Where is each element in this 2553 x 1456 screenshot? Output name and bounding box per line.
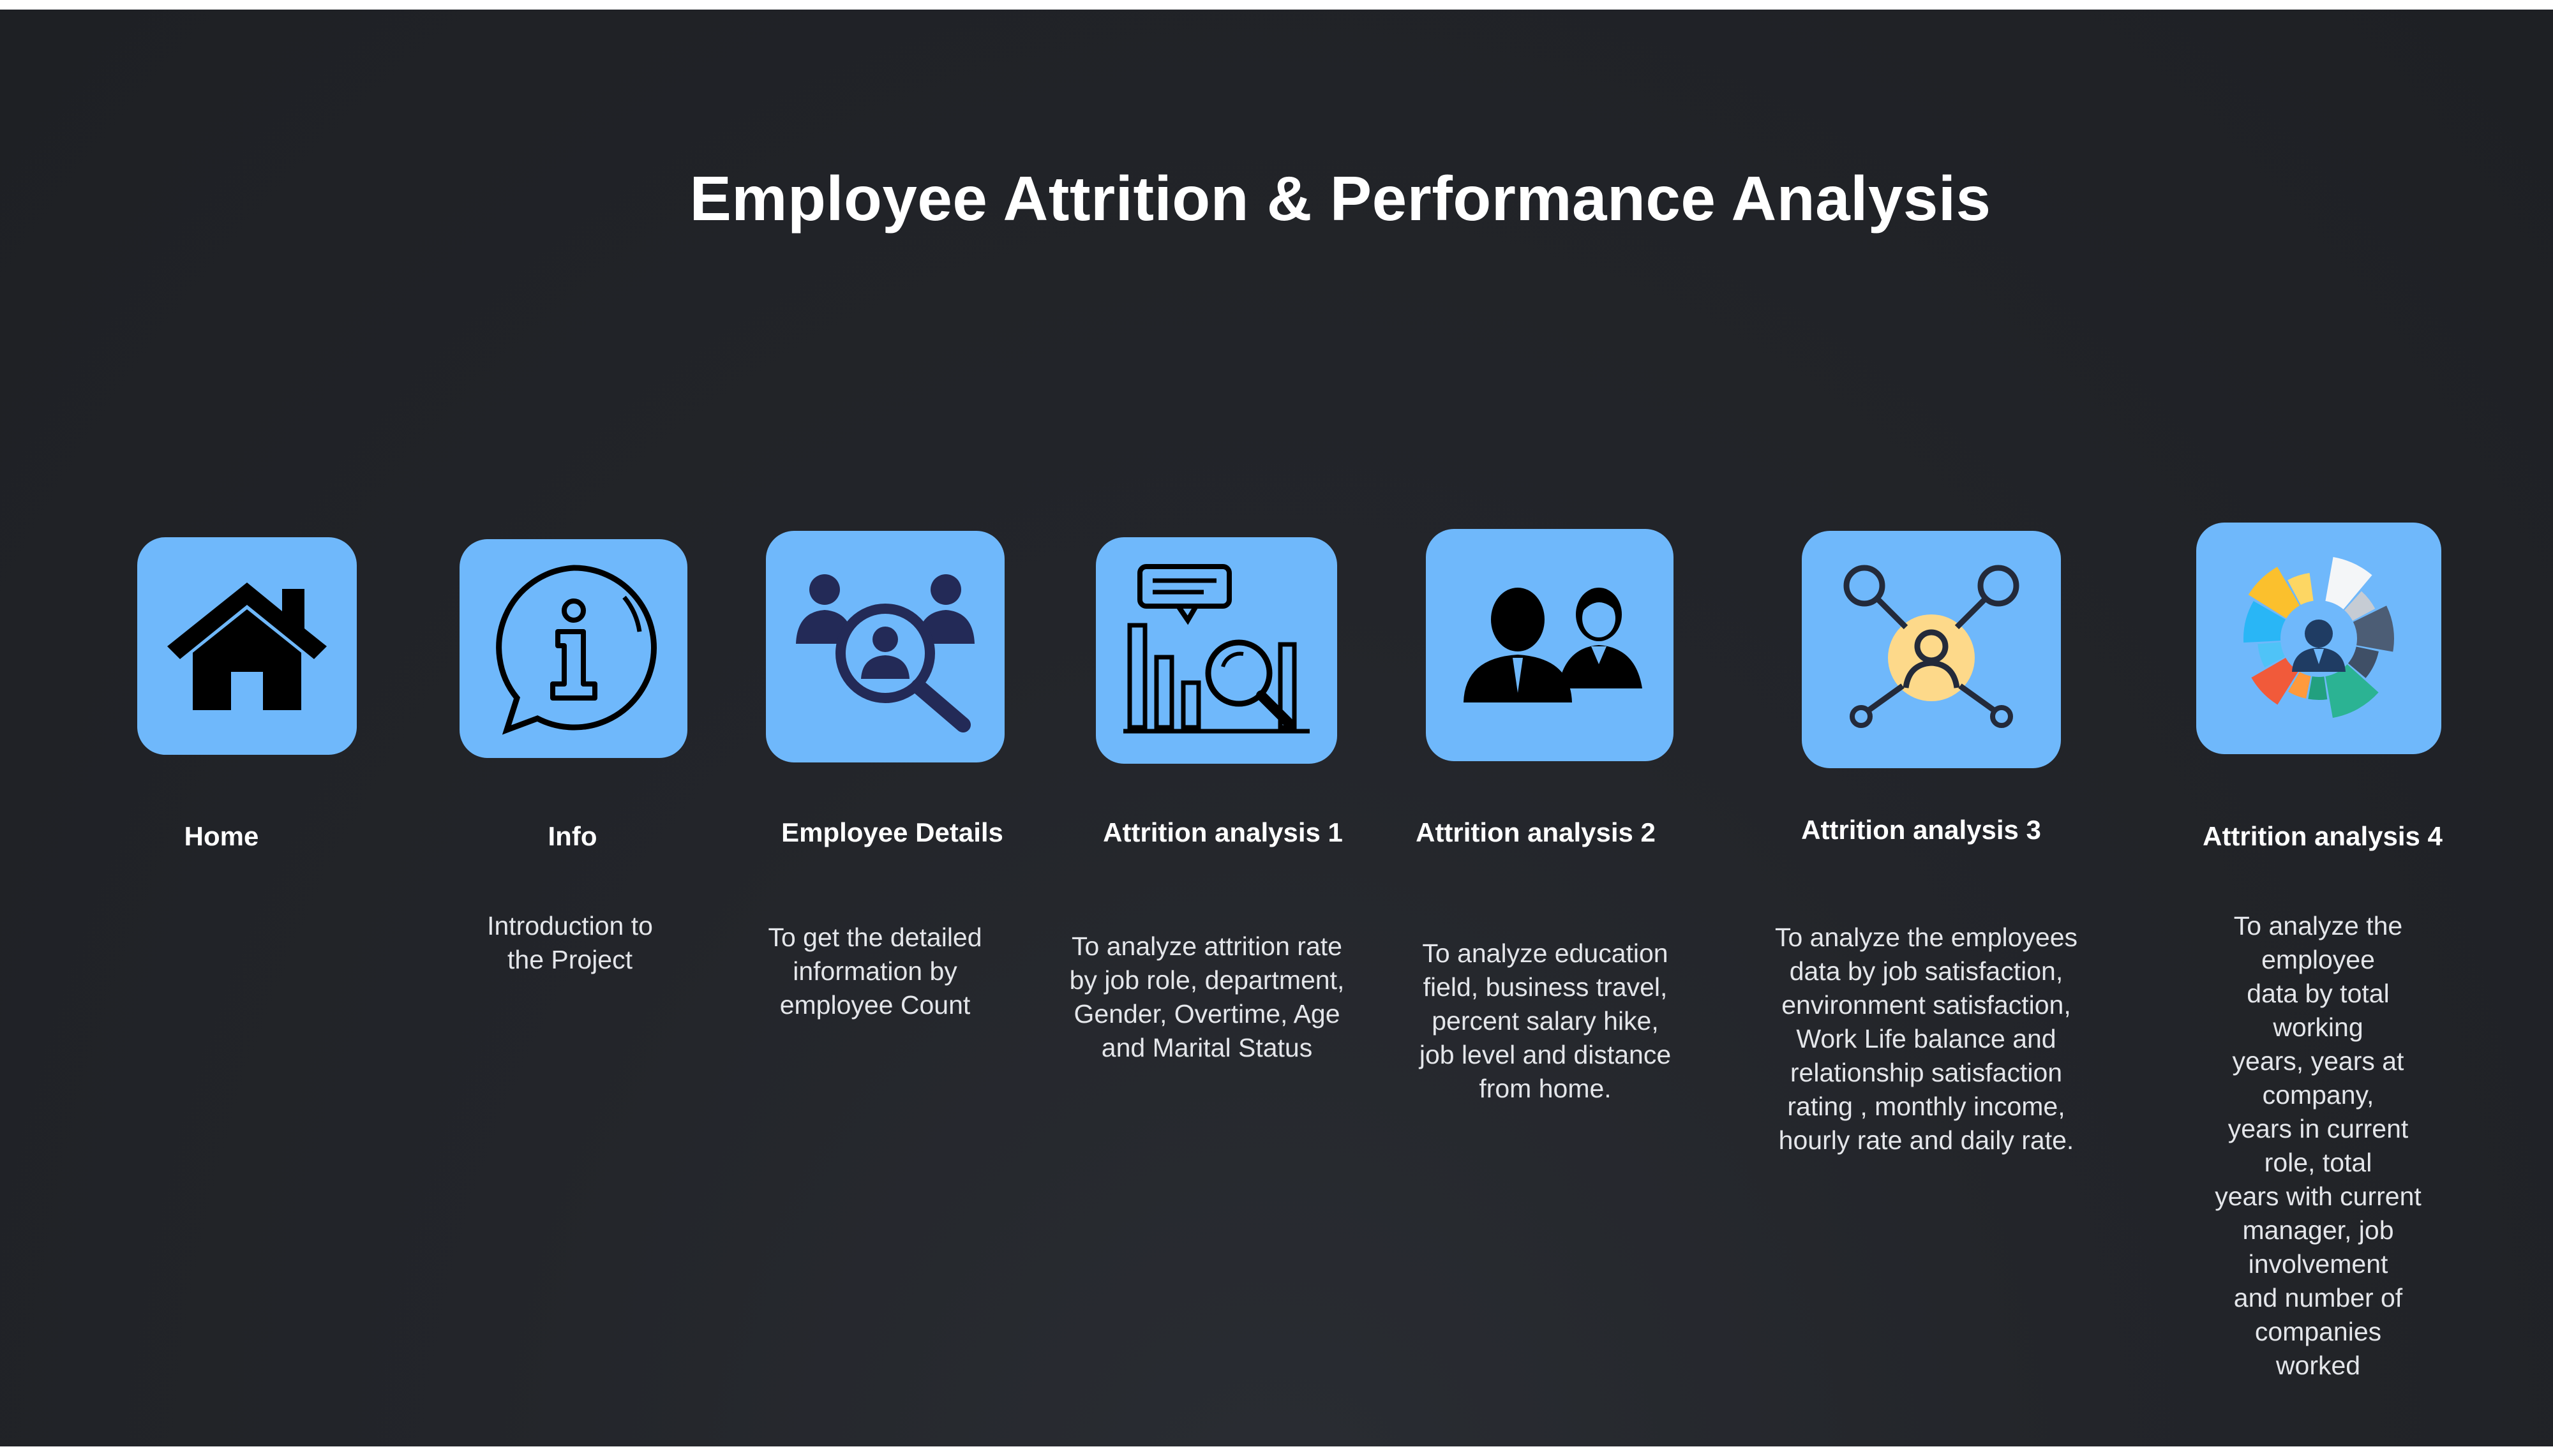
nav-employee-details-button[interactable] (766, 531, 1005, 762)
employee-search-icon (796, 574, 975, 732)
two-people-icon (1464, 588, 1642, 702)
donut-segment (2347, 646, 2379, 678)
nav-employee-details-description: To get the detailed information by emplo… (768, 923, 982, 1020)
donut-segment (2248, 566, 2300, 618)
donut-segment (2251, 657, 2299, 704)
nav-attrition-analysis-3-label[interactable]: Attrition analysis 3 (1801, 815, 2041, 845)
nav-attrition-analysis-3-button[interactable] (1802, 531, 2061, 768)
nav-attrition-analysis-4-label[interactable]: Attrition analysis 4 (2203, 821, 2443, 851)
report-canvas: Employee Attrition & Performance Analysi… (0, 10, 2553, 1446)
nav-attrition-analysis-1-label[interactable]: Attrition analysis 1 (1103, 817, 1343, 847)
donut-segment (2325, 664, 2379, 718)
donut-segment (2308, 676, 2328, 700)
donut-segment (2353, 605, 2394, 651)
nav-attrition-analysis-4-button[interactable] (2196, 523, 2441, 754)
nav-attrition-analysis-3-description: To analyze the employees data by job sat… (1774, 923, 2078, 1155)
donut-segment (2287, 572, 2314, 605)
donut-segment (2243, 600, 2286, 643)
bar-chart-magnifier-icon (1123, 563, 1310, 733)
nav-home-label[interactable]: Home (184, 821, 259, 851)
page-title: Employee Attrition & Performance Analysi… (689, 163, 1991, 234)
nav-info-description: Introduction to the Project (487, 911, 653, 974)
nav-info-label[interactable]: Info (548, 821, 597, 851)
network-person-icon (1843, 565, 2019, 728)
nav-employee-details-label[interactable]: Employee Details (781, 817, 1003, 847)
nav-attrition-analysis-2-label[interactable]: Attrition analysis 2 (1416, 817, 1656, 847)
donut-segment (2288, 671, 2311, 699)
nav-home-button[interactable] (137, 537, 357, 755)
nav-attrition-analysis-2-description: To analyze education field, business tra… (1419, 939, 1672, 1103)
person-donut-chart-icon (2243, 556, 2394, 718)
info-icon (495, 564, 657, 734)
nav-attrition-analysis-1-description: To analyze attrition rate by job role, d… (1069, 932, 1345, 1062)
home-icon (167, 582, 327, 710)
nav-attrition-analysis-2-button[interactable] (1426, 529, 1673, 761)
donut-segment (2344, 591, 2376, 621)
donut-segment (2257, 641, 2286, 667)
donut-segment (2325, 556, 2372, 609)
nav-info-button[interactable] (460, 539, 687, 758)
nav-attrition-analysis-1-button[interactable] (1096, 537, 1337, 764)
nav-attrition-analysis-4-description: To analyze the employee data by total wo… (2215, 911, 2422, 1380)
